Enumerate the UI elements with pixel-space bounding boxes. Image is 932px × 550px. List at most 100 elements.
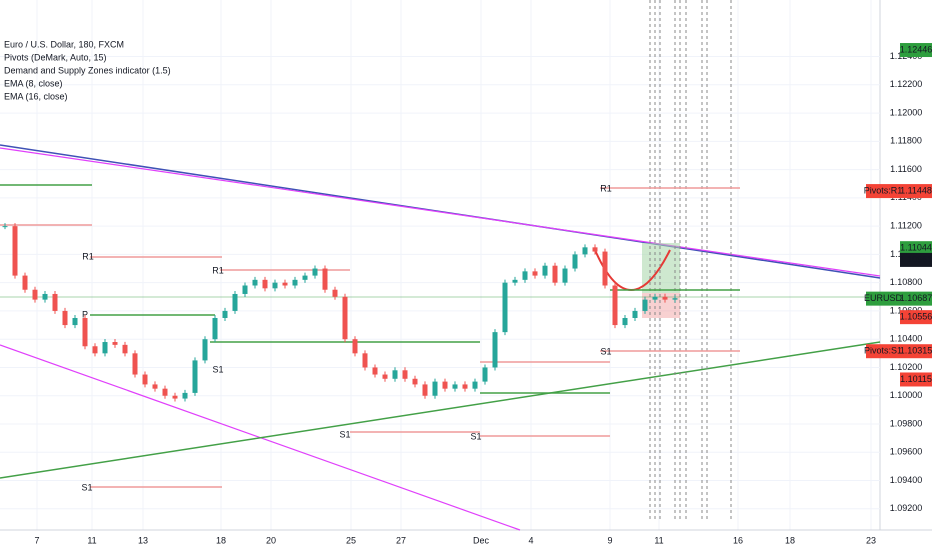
pivot-label: S1 [81, 482, 92, 492]
candle [562, 268, 568, 283]
price-tag-label: 1.11448 [900, 185, 932, 195]
pivot-label: P [82, 309, 88, 319]
candle [502, 282, 508, 333]
legend-entry: Pivots (DeMark, Auto, 15) [4, 52, 107, 62]
price-tag [900, 344, 932, 359]
candle [2, 226, 8, 228]
candle [632, 310, 638, 318]
legend: Euro / U.S. Dollar, 180, FXCM Pivots (De… [4, 39, 171, 101]
x-tick-label: 13 [138, 535, 148, 545]
candle [622, 318, 628, 326]
candle [542, 265, 548, 276]
price-tag [900, 241, 932, 256]
x-tick-label: 20 [266, 535, 276, 545]
candle [182, 392, 188, 399]
y-tick-label: 1.10000 [890, 390, 923, 400]
candle [222, 310, 228, 318]
price-tag-label: 1.11044 [900, 243, 932, 253]
legend-entry: Demand and Supply Zones indicator (1.5) [4, 65, 171, 75]
price-tag [900, 372, 932, 387]
x-tick-label: 23 [866, 535, 876, 545]
x-tick-label: 4 [528, 535, 533, 545]
candle [362, 353, 368, 368]
pivot-label: R1 [212, 265, 224, 275]
price-tag [900, 252, 932, 267]
pivot-label: S1 [212, 364, 223, 374]
price-tag-name: EURUSD [864, 293, 903, 303]
y-tick-label: 1.11600 [890, 164, 922, 174]
candle [522, 271, 528, 280]
y-tick-label: 1.09600 [890, 447, 923, 457]
candle [482, 367, 488, 382]
target-zone [642, 243, 680, 293]
candle [472, 381, 478, 389]
price-tag-label: 1.10315 [900, 346, 932, 356]
price-tag-name-box [866, 184, 900, 199]
candle [92, 346, 98, 354]
trend-line [0, 341, 881, 479]
candle [112, 342, 118, 345]
x-tick-label: 16 [733, 535, 743, 545]
legend-entry: EMA (16, close) [4, 91, 68, 101]
candle [422, 384, 428, 396]
y-tick-label: 1.10200 [890, 362, 923, 372]
price-tag-label: 1.10961 [900, 254, 932, 264]
x-tick-label: 9 [607, 535, 612, 545]
candle [52, 293, 58, 311]
price-tag-name: Pivots:S1 [864, 346, 902, 356]
candle [602, 251, 608, 286]
candle [272, 282, 278, 289]
y-tick-label: 1.09400 [890, 475, 923, 485]
candle [142, 374, 148, 385]
candle [252, 279, 258, 286]
x-tick-label: Dec [473, 535, 490, 545]
candle [282, 282, 288, 286]
price-tag-label: 1.10556 [900, 312, 932, 322]
candle [452, 384, 458, 389]
candle [462, 384, 468, 389]
candle [652, 296, 658, 300]
candle [512, 279, 518, 283]
candle [82, 318, 88, 347]
price-tag-name-box [866, 344, 900, 359]
candle [302, 275, 308, 280]
event-lines [649, 0, 732, 520]
candle [402, 370, 408, 379]
candle [552, 265, 558, 283]
pivot-label: R1 [82, 251, 94, 261]
pivot-label: S1 [470, 431, 481, 441]
trend-line [0, 147, 881, 277]
candle [672, 298, 678, 300]
candle [642, 299, 648, 311]
price-tag-label: 1.10115 [900, 374, 932, 384]
y-tick-label: 1.10400 [890, 334, 923, 344]
candle [72, 318, 78, 326]
y-tick-label: 1.10800 [890, 277, 923, 287]
y-tick-label: 1.11800 [890, 136, 922, 146]
candle [42, 293, 48, 300]
candle [492, 332, 498, 368]
candle [312, 268, 318, 276]
candle [582, 247, 588, 255]
y-tick-label: 1.09800 [890, 418, 923, 428]
candle [12, 226, 18, 276]
price-tag-label: 1.10687 [900, 293, 932, 303]
candle [382, 374, 388, 379]
price-tag [900, 310, 932, 325]
candle [162, 388, 168, 396]
candle [532, 271, 538, 276]
candle [192, 360, 198, 393]
legend-entry: EMA (8, close) [4, 78, 63, 88]
candle [232, 293, 238, 311]
y-tick-label: 1.09200 [890, 503, 923, 513]
candle [572, 254, 578, 269]
y-tick-label: 1.12200 [890, 79, 923, 89]
candle [432, 381, 438, 396]
candle [62, 310, 68, 326]
candle [352, 339, 358, 354]
legend-entry: Euro / U.S. Dollar, 180, FXCM [4, 39, 124, 49]
candle [322, 268, 328, 290]
x-tick-label: 18 [216, 535, 226, 545]
candle [212, 318, 218, 340]
